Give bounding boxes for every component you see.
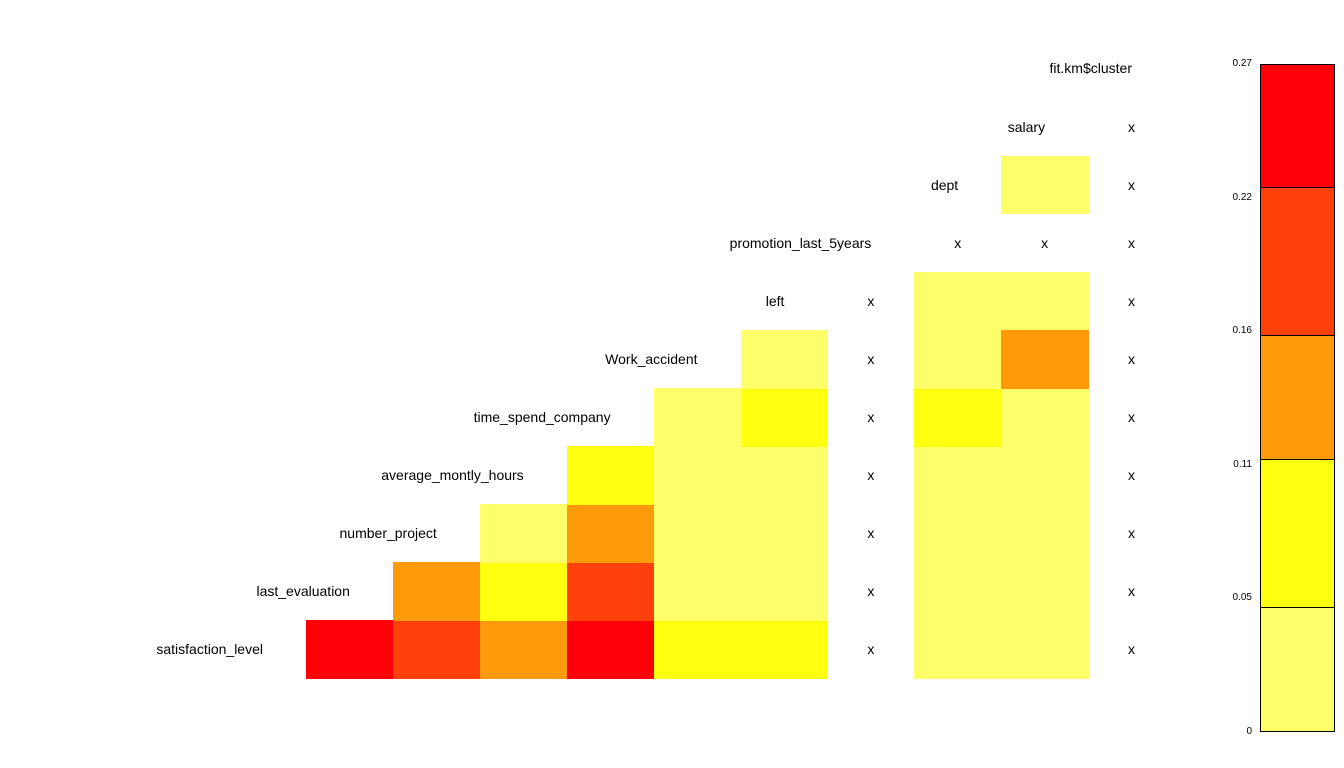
- variable-label: salary: [1007, 118, 1046, 135]
- missing-mark: x: [1128, 409, 1136, 426]
- heatmap-cell: [914, 504, 1002, 563]
- missing-mark: x: [1128, 467, 1136, 484]
- heatmap-cell: [914, 388, 1002, 447]
- variable-label: fit.km$cluster: [1049, 60, 1132, 77]
- colorbar-tick-label: 0.22: [1232, 191, 1252, 203]
- heatmap-cell: [914, 620, 1002, 680]
- variable-label: promotion_last_5years: [729, 234, 872, 251]
- missing-mark: x: [867, 409, 875, 426]
- missing-mark: x: [954, 234, 962, 251]
- colorbar-band: [1260, 187, 1335, 337]
- missing-mark: x: [867, 467, 875, 484]
- heatmap-cell: [653, 562, 742, 621]
- heatmap-cell: [1001, 504, 1089, 563]
- missing-mark: x: [1128, 525, 1136, 542]
- heatmap-cell: [914, 271, 1002, 331]
- variable-label: left: [765, 292, 785, 309]
- heatmap-cell: [653, 504, 742, 563]
- heatmap-cell: [740, 504, 828, 563]
- missing-mark: x: [1128, 641, 1136, 658]
- variable-label: dept: [930, 176, 959, 193]
- heatmap-cell: [653, 446, 742, 505]
- missing-mark: x: [1041, 234, 1049, 251]
- heatmap-cell: [392, 620, 481, 680]
- variable-label: time_spend_company: [473, 409, 611, 426]
- variable-label: average_montly_hours: [381, 467, 524, 484]
- variable-label: satisfaction_level: [156, 641, 263, 658]
- missing-mark: x: [1128, 583, 1136, 600]
- heatmap-cell: [1001, 620, 1089, 680]
- colorbar-tick-label: 0.27: [1232, 58, 1252, 69]
- missing-mark: x: [1128, 234, 1136, 251]
- colorbar-band: [1260, 64, 1335, 188]
- heatmap-cell: [653, 388, 742, 447]
- missing-mark: x: [867, 525, 875, 542]
- heatmap-cell: [740, 620, 828, 680]
- colorbar-tick-label: 0.05: [1232, 592, 1252, 604]
- colorbar-band: [1260, 608, 1335, 732]
- heatmap-cell: [740, 329, 828, 389]
- heatmap-cell: [566, 504, 655, 563]
- missing-mark: x: [867, 583, 875, 600]
- heatmap-cell: [740, 446, 828, 505]
- missing-mark: x: [1128, 292, 1136, 309]
- heatmap-cell: [306, 620, 394, 680]
- missing-mark: x: [1128, 350, 1136, 367]
- heatmap-cell: [479, 620, 568, 680]
- heatmap-cell: [653, 620, 742, 680]
- heatmap-cell: [392, 562, 481, 621]
- colorbar-band: [1260, 459, 1335, 609]
- heatmap-cell: [1001, 329, 1089, 389]
- heatmap-cell: [1001, 446, 1089, 505]
- heatmap-cell: [479, 562, 568, 621]
- missing-mark: x: [1128, 118, 1136, 135]
- variable-label: number_project: [339, 525, 437, 542]
- heatmap-cell: [914, 562, 1002, 621]
- missing-mark: x: [867, 641, 875, 658]
- heatmap-cell: [740, 388, 828, 447]
- variable-label: last_evaluation: [256, 583, 350, 600]
- heatmap-cell: [1001, 562, 1089, 621]
- heatmap-cell: [914, 329, 1002, 389]
- missing-mark: x: [867, 350, 875, 367]
- missing-mark: x: [1128, 176, 1136, 193]
- heatmap-cell: [1001, 155, 1089, 215]
- heatmap-cell: [1001, 271, 1089, 331]
- missing-mark: x: [867, 292, 875, 309]
- variable-label: Work_accident: [605, 350, 698, 367]
- colorbar-tick-label: 0: [1246, 726, 1252, 737]
- heatmap-cell: [914, 446, 1002, 505]
- heatmap-cell: [1001, 388, 1089, 447]
- heatmap-cell: [479, 504, 568, 563]
- colorbar-band: [1260, 336, 1335, 460]
- heatmap-cell: [566, 620, 655, 680]
- colorbar-tick-label: 0.16: [1232, 325, 1252, 337]
- heatmap-cell: [566, 446, 655, 505]
- colorbar-tick-label: 0.11: [1233, 458, 1252, 470]
- heatmap-cell: [566, 562, 655, 621]
- heatmap-cell: [740, 562, 828, 621]
